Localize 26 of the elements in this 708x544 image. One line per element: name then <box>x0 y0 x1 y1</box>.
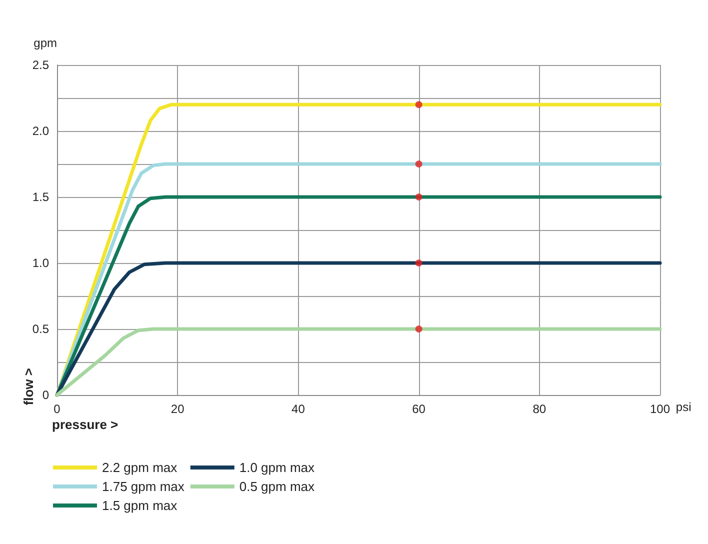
point <box>415 194 422 200</box>
y-axis-title: gpm <box>34 36 58 50</box>
point <box>415 101 422 108</box>
x-tick-label: 100 <box>650 402 670 416</box>
x-tick-label: 0 <box>54 402 61 416</box>
x-tick-label: 20 <box>170 402 185 416</box>
y-tick-label: 1.0 <box>32 256 50 270</box>
legend-label: 0.5 gpm max <box>239 479 316 494</box>
text: flow > <box>21 368 36 406</box>
text: pressure > <box>52 417 119 432</box>
y-tick-label: 0.5 <box>32 322 50 336</box>
legend-label: 1.75 gpm max <box>102 479 185 494</box>
point <box>415 260 422 266</box>
legend-label: 2.2 gpm max <box>102 460 178 475</box>
y-tick-label: 2.5 <box>32 58 50 72</box>
y-tick-label: 2.0 <box>32 124 50 138</box>
legend-label: 1.5 gpm max <box>102 498 178 513</box>
legend-label: 1.0 gpm max <box>239 460 316 475</box>
x-tick-label: 40 <box>292 402 306 416</box>
x-tick-label: 80 <box>532 402 546 416</box>
point <box>415 160 422 168</box>
x-axis-title: psi <box>676 400 692 414</box>
y-tick-label: 1.5 <box>32 190 50 204</box>
point <box>415 326 422 332</box>
y-tick-label: 0 <box>42 388 50 402</box>
x-tick-label: 60 <box>412 402 426 416</box>
